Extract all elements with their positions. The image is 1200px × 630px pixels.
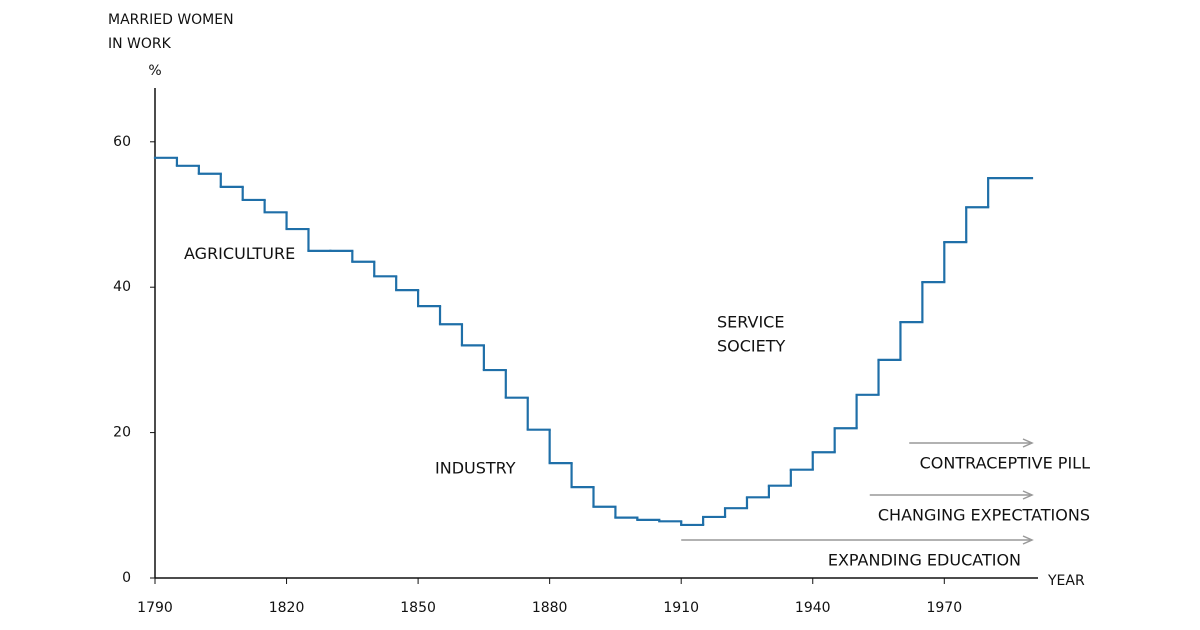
y-unit: % [148,63,161,79]
x-title: YEAR [1047,573,1085,589]
x-tick-label: 1940 [795,600,831,616]
arrow-head [1022,535,1034,545]
y-tick-label: 60 [113,134,131,150]
x-tick-label: 1790 [137,600,173,616]
y-tick-label: 40 [113,279,131,295]
arrow-label: CONTRACEPTIVE PILL [920,454,1090,473]
y-title: IN WORK [108,36,172,52]
arrow-label: EXPANDING EDUCATION [828,551,1021,570]
x-tick-label: 1910 [663,600,699,616]
y-tick-label: 0 [122,570,131,586]
y-tick-label: 20 [113,425,131,441]
arrow-head [1022,438,1034,448]
x-tick-label: 1970 [926,600,962,616]
era-label: SERVICE SOCIETY [717,312,786,355]
x-tick-label: 1880 [532,600,568,616]
era-label: AGRICULTURE [184,244,295,263]
y-title: MARRIED WOMEN [108,12,234,28]
x-tick-label: 1850 [400,600,436,616]
arrow-head [1022,490,1034,500]
era-label: INDUSTRY [435,458,516,477]
x-tick-label: 1820 [269,600,305,616]
arrow-label: CHANGING EXPECTATIONS [878,506,1090,525]
